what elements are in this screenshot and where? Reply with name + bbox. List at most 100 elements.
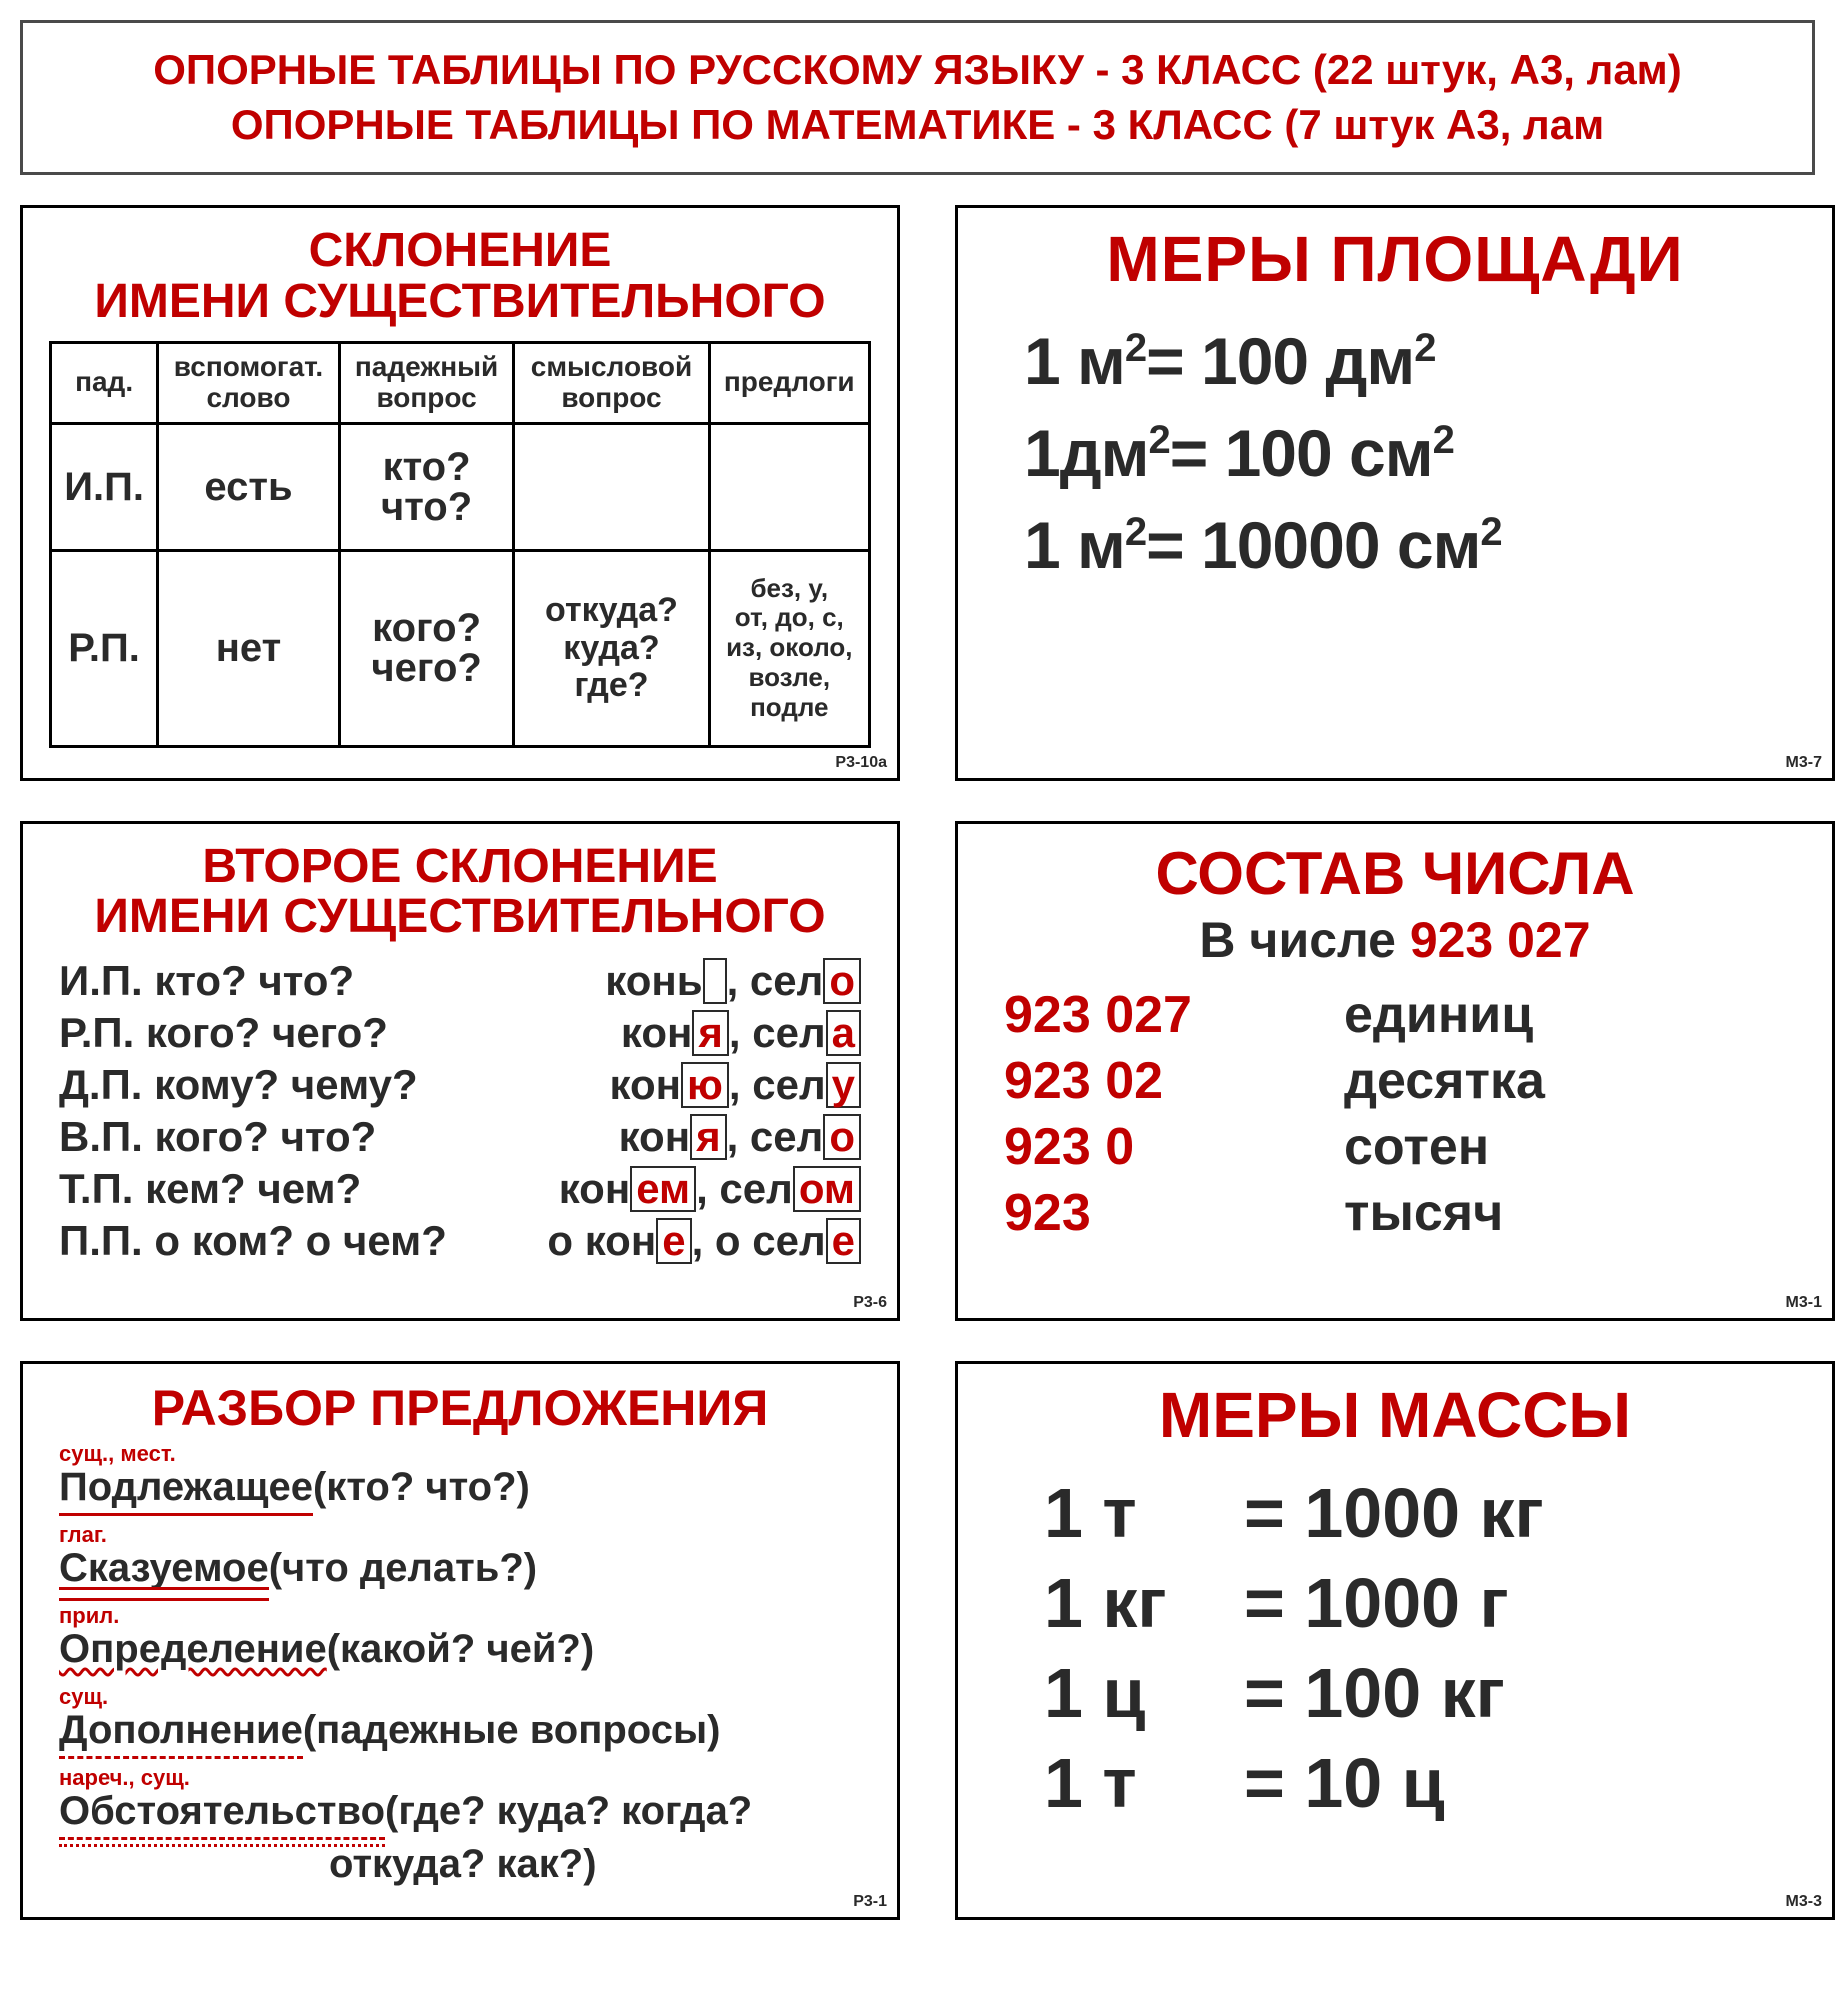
parse-line: прил.Определение (какой? чей?) [59, 1627, 871, 1678]
eq-sup: 2 [1480, 510, 1501, 554]
parse-question: (падежные вопросы) [303, 1708, 721, 1752]
sub-black: В числе [1199, 912, 1409, 968]
parse-question: (какой? чей?) [327, 1627, 594, 1671]
num-word: тысяч [1344, 1183, 1503, 1243]
ending-box: о [823, 1114, 861, 1160]
mass-lhs: 1 т [1044, 1743, 1244, 1823]
num-word: единиц [1344, 985, 1533, 1045]
card-code: М3-3 [1786, 1893, 1822, 1911]
header-line-1: ОПОРНЫЕ ТАБЛИЦЫ ПО РУССКОМУ ЯЗЫКУ - 3 КЛ… [33, 43, 1802, 98]
pos-label: прил. [59, 1603, 119, 1629]
mass-rhs: = 100 кг [1244, 1654, 1505, 1732]
card3-title: ВТОРОЕ СКЛОНЕНИЕ ИМЕНИ СУЩЕСТВИТЕЛЬНОГО [49, 842, 871, 943]
eq-rhs: = 100 дм [1146, 324, 1414, 398]
number-row: 923тысяч [1004, 1183, 1806, 1243]
eq-sup: 2 [1414, 326, 1435, 370]
area-eq-3: 1 м2= 10000 см2 [1024, 507, 1806, 583]
card-area-measures: МЕРЫ ПЛОЩАДИ 1 м2= 100 дм2 1дм2= 100 см2… [955, 205, 1835, 781]
card5-title: РАЗБОР ПРЕДЛОЖЕНИЯ [49, 1382, 871, 1435]
card4-subtitle: В числе 923 027 [984, 911, 1806, 969]
mass-line: 1 т= 1000 кг [1044, 1473, 1806, 1553]
decl2-row: Д.П. кому? чему?коню, селу [49, 1061, 871, 1109]
card-code: Р3-6 [853, 1294, 887, 1312]
parse-term: Подлежащее [59, 1465, 313, 1516]
num-word: сотен [1344, 1117, 1489, 1177]
parse-term: Сказуемое [59, 1546, 269, 1597]
card-sentence-parsing: РАЗБОР ПРЕДЛОЖЕНИЯ сущ., мест.Подлежащее… [20, 1361, 900, 1920]
pos-label: сущ. [59, 1684, 108, 1710]
table-row: Р.П. нет кого?чего? откуда?куда?где? без… [51, 550, 870, 746]
declension-table: пад. вспомогат.слово падежныйвопрос смыс… [49, 341, 871, 748]
cell-question: кто?что? [339, 423, 514, 550]
card-code: Р3-10а [835, 754, 887, 772]
decl2-row: Т.П. кем? чем?конем, селом [49, 1165, 871, 1213]
cell-question: кого?чего? [339, 550, 514, 746]
th-case: пад. [51, 342, 158, 423]
card-code: Р3-1 [853, 1893, 887, 1911]
card1-title-l2: ИМЕНИ СУЩЕСТВИТЕЛЬНОГО [94, 275, 825, 328]
th-question: падежныйвопрос [339, 342, 514, 423]
card3-title-l1: ВТОРОЕ СКЛОНЕНИЕ [202, 840, 717, 893]
cell-helper: нет [158, 550, 340, 746]
table-header-row: пад. вспомогат.слово падежныйвопрос смыс… [51, 342, 870, 423]
parse-question: (что делать?) [269, 1546, 537, 1590]
decl2-example: коня, село [619, 1113, 861, 1161]
num-value: 923 0 [1004, 1117, 1344, 1177]
ending-box: ем [630, 1166, 696, 1212]
num-value: 923 [1004, 1183, 1344, 1243]
decl2-question: Т.П. кем? чем? [59, 1165, 361, 1213]
card-second-declension: ВТОРОЕ СКЛОНЕНИЕ ИМЕНИ СУЩЕСТВИТЕЛЬНОГО … [20, 821, 900, 1321]
decl2-example: коню, селу [610, 1061, 861, 1109]
ending-box: о [823, 958, 861, 1004]
pos-label: сущ., мест. [59, 1441, 176, 1467]
num-value: 923 027 [1004, 985, 1344, 1045]
card6-title: МЕРЫ МАССЫ [984, 1382, 1806, 1449]
parse-term: Обстоятельство [59, 1789, 385, 1840]
decl2-row: В.П. кого? что? коня, село [49, 1113, 871, 1161]
number-row: 923 02десятка [1004, 1051, 1806, 1111]
card1-title-l1: СКЛОНЕНИЕ [309, 224, 612, 277]
area-eq-2: 1дм2= 100 см2 [1024, 415, 1806, 491]
decl2-question: И.П. кто? что? [59, 957, 354, 1005]
decl2-row: И.П. кто? что?конь , село [49, 957, 871, 1005]
cell-case: И.П. [51, 423, 158, 550]
eq-rhs: = 10000 см [1146, 508, 1480, 582]
eq-lhs: 1 м [1024, 508, 1125, 582]
decl2-question: Р.П. кого? чего? [59, 1009, 388, 1057]
eq-sup: 2 [1125, 510, 1146, 554]
eq-sup: 2 [1433, 418, 1454, 462]
parse-line: нареч., сущ.Обстоятельство (где? куда? к… [59, 1789, 871, 1840]
card-code: М3-1 [1786, 1294, 1822, 1312]
th-helper: вспомогат.слово [158, 342, 340, 423]
parse-term: Дополнение [59, 1708, 303, 1759]
header-line-2: ОПОРНЫЕ ТАБЛИЦЫ ПО МАТЕМАТИКЕ - 3 КЛАСС … [33, 98, 1802, 153]
decl2-example: о коне, о селе [547, 1217, 861, 1265]
card-number-composition: СОСТАВ ЧИСЛА В числе 923 027 923 027един… [955, 821, 1835, 1321]
card4-title: СОСТАВ ЧИСЛА [984, 842, 1806, 905]
cell-prep [709, 423, 869, 550]
eq-sup: 2 [1125, 326, 1146, 370]
number-row: 923 027единиц [1004, 985, 1806, 1045]
area-eq-1: 1 м2= 100 дм2 [1024, 323, 1806, 399]
pos-label: нареч., сущ. [59, 1765, 190, 1791]
ending-box: я [692, 1010, 729, 1056]
table-row: И.П. есть кто?что? [51, 423, 870, 550]
parse-line: сущ., мест.Подлежащее (кто? что?) [59, 1465, 871, 1516]
mass-line: 1 ц= 100 кг [1044, 1653, 1806, 1733]
ending-box [703, 958, 727, 1004]
ending-box: я [690, 1114, 727, 1160]
number-rows: 923 027единиц923 02десятка923 0сотен923т… [984, 985, 1806, 1243]
ending-box: у [826, 1062, 861, 1108]
cell-prep: без, у,от, до, с,из, около,возле,подле [709, 550, 869, 746]
card-mass-measures: МЕРЫ МАССЫ 1 т= 1000 кг1 кг= 1000 г1 ц= … [955, 1361, 1835, 1920]
card-declension-table: СКЛОНЕНИЕ ИМЕНИ СУЩЕСТВИТЕЛЬНОГО пад. вс… [20, 205, 900, 781]
ending-box: е [826, 1218, 861, 1264]
decl2-row: Р.П. кого? чего?коня, села [49, 1009, 871, 1057]
pos-label: глаг. [59, 1522, 107, 1548]
mass-rhs: = 10 ц [1244, 1744, 1445, 1822]
parse-term: Определение [59, 1627, 327, 1678]
mass-lhs: 1 т [1044, 1473, 1244, 1553]
eq-lhs: 1дм [1024, 416, 1148, 490]
decl2-question: В.П. кого? что? [59, 1113, 376, 1161]
num-value: 923 02 [1004, 1051, 1344, 1111]
